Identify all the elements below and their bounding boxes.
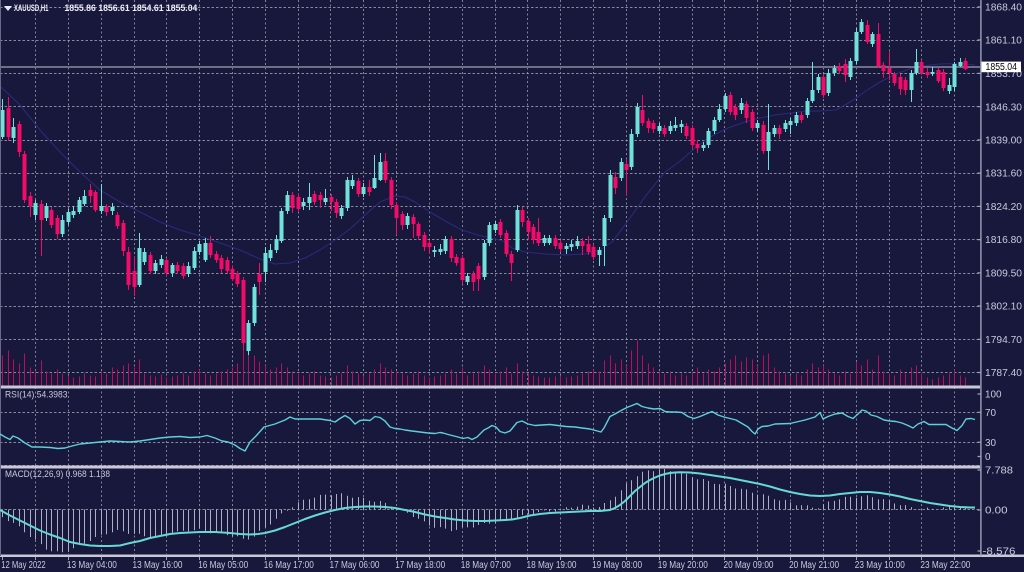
svg-text:100: 100	[985, 390, 1002, 401]
svg-text:MACD(12,26,9) 0.968 1.138: MACD(12,26,9) 0.968 1.138	[5, 469, 110, 480]
svg-text:1787.40: 1787.40	[985, 368, 1022, 379]
svg-text:19 May 08:00: 19 May 08:00	[592, 560, 642, 571]
svg-text:RSI(14) 54.3983: RSI(14) 54.3983	[5, 389, 68, 400]
svg-text:23 May 22:00: 23 May 22:00	[920, 560, 970, 571]
svg-text:13 May 04:00: 13 May 04:00	[67, 560, 117, 571]
svg-text:XAUUSD,H1: XAUUSD,H1	[14, 3, 49, 13]
svg-text:12 May 2022: 12 May 2022	[1, 560, 46, 571]
svg-text:0: 0	[985, 452, 991, 463]
svg-text:7.788: 7.788	[985, 466, 1013, 477]
svg-text:1824.20: 1824.20	[985, 202, 1022, 213]
svg-text:1816.80: 1816.80	[985, 235, 1022, 246]
svg-text:1855.04: 1855.04	[986, 62, 1018, 73]
svg-text:19 May 20:00: 19 May 20:00	[658, 560, 708, 571]
svg-text:18 May 19:00: 18 May 19:00	[527, 560, 577, 571]
svg-text:17 May 06:00: 17 May 06:00	[330, 560, 380, 571]
svg-text:20 May 09:00: 20 May 09:00	[724, 560, 774, 571]
svg-text:1794.70: 1794.70	[985, 335, 1022, 346]
svg-text:1855.86 1856.61 1854.61 1855.0: 1855.86 1856.61 1854.61 1855.04	[64, 3, 197, 13]
svg-text:20 May 21:00: 20 May 21:00	[789, 560, 839, 571]
svg-text:18 May 07:00: 18 May 07:00	[461, 560, 511, 571]
svg-text:1853.70: 1853.70	[985, 69, 1022, 80]
svg-text:16 May 05:00: 16 May 05:00	[198, 560, 248, 571]
svg-text:0.00: 0.00	[985, 506, 1008, 517]
svg-text:1802.10: 1802.10	[985, 302, 1022, 313]
svg-text:1868.40: 1868.40	[985, 3, 1022, 14]
svg-text:1861.10: 1861.10	[985, 36, 1022, 47]
svg-text:16 May 17:00: 16 May 17:00	[264, 560, 314, 571]
svg-text:1809.50: 1809.50	[985, 268, 1022, 279]
svg-text:1846.30: 1846.30	[985, 102, 1022, 113]
svg-text:1839.00: 1839.00	[985, 136, 1022, 147]
svg-text:-8.576: -8.576	[983, 547, 1017, 558]
svg-text:70: 70	[985, 408, 996, 419]
svg-text:13 May 16:00: 13 May 16:00	[133, 560, 183, 571]
svg-text:30: 30	[985, 438, 996, 449]
svg-text:1831.60: 1831.60	[985, 169, 1022, 180]
svg-text:23 May 10:00: 23 May 10:00	[855, 560, 905, 571]
svg-text:17 May 18:00: 17 May 18:00	[395, 560, 445, 571]
